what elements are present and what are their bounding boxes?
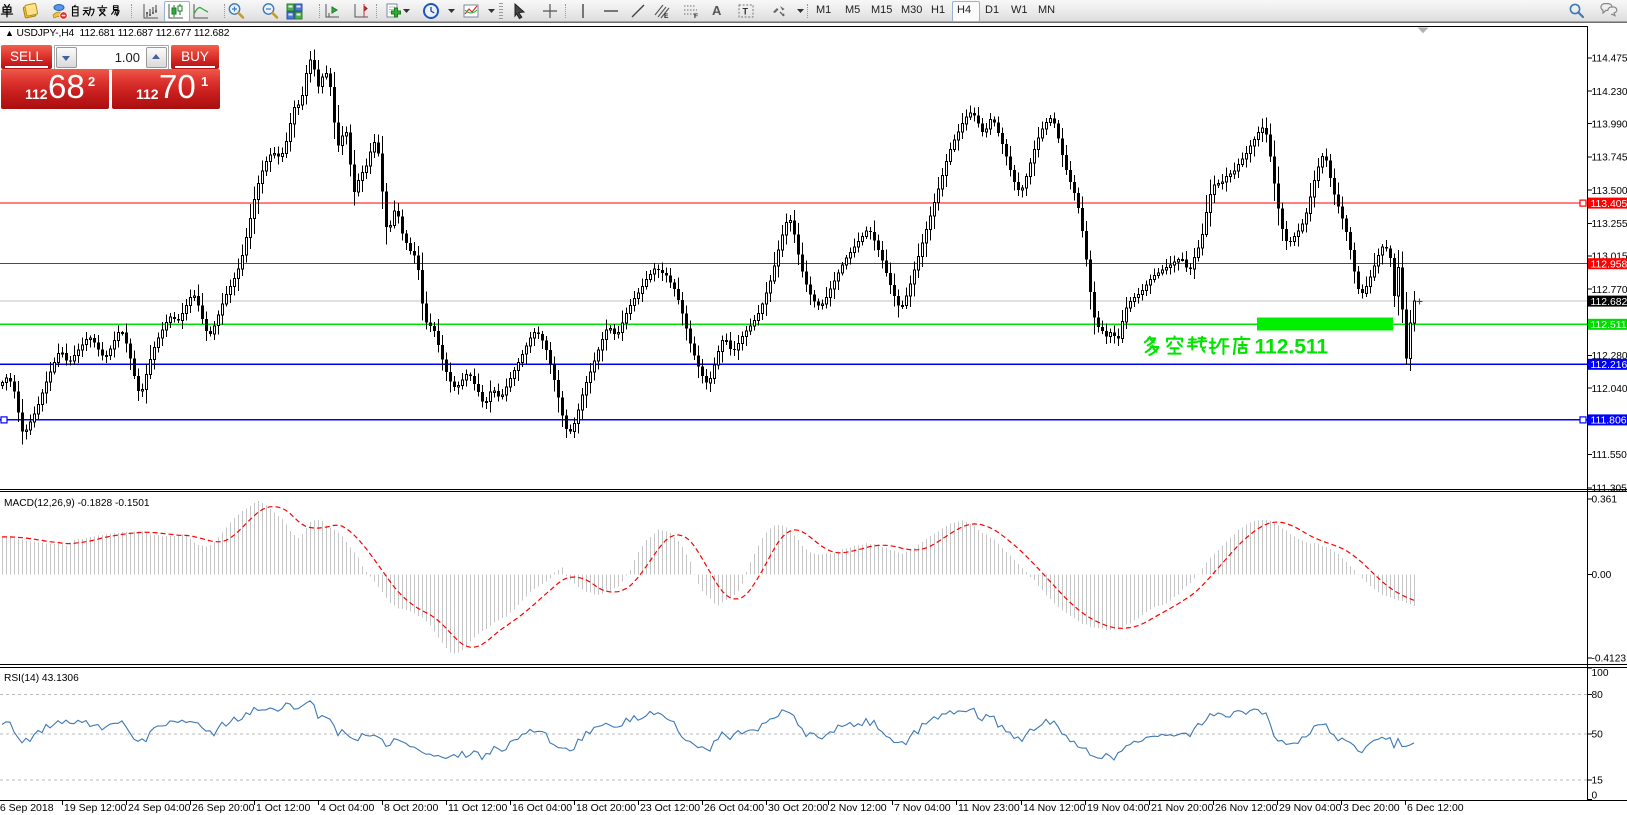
svg-text:112.682: 112.682 — [1591, 297, 1627, 308]
svg-text:21 Nov 20:00: 21 Nov 20:00 — [1151, 802, 1214, 814]
svg-text:RSI(14) 43.1306: RSI(14) 43.1306 — [4, 673, 79, 684]
svg-text:F: F — [694, 13, 698, 20]
svg-text:112.511: 112.511 — [1255, 336, 1329, 359]
svg-text:50: 50 — [1592, 730, 1604, 741]
svg-text:MACD(12,26,9) -0.1828 -0.1501: MACD(12,26,9) -0.1828 -0.1501 — [4, 498, 150, 509]
svg-text:-0.4123: -0.4123 — [1592, 654, 1627, 665]
svg-text:1 Oct 12:00: 1 Oct 12:00 — [256, 802, 310, 814]
svg-text:112.040: 112.040 — [1592, 384, 1627, 395]
svg-text:80: 80 — [1592, 690, 1604, 701]
svg-text:113.255: 113.255 — [1592, 219, 1627, 230]
svg-text:113.990: 113.990 — [1592, 119, 1627, 130]
svg-text:112.958: 112.958 — [1591, 260, 1627, 271]
svg-text:3 Dec 20:00: 3 Dec 20:00 — [1343, 802, 1400, 814]
svg-text:113.015: 113.015 — [1592, 252, 1627, 263]
svg-text:112.770: 112.770 — [1592, 285, 1627, 296]
svg-text:29 Nov 04:00: 29 Nov 04:00 — [1279, 802, 1342, 814]
svg-text:14 Nov 12:00: 14 Nov 12:00 — [1023, 802, 1086, 814]
svg-text:8 Oct 20:00: 8 Oct 20:00 — [384, 802, 438, 814]
svg-text:100: 100 — [1592, 668, 1609, 679]
svg-text:16 Sep 2018: 16 Sep 2018 — [0, 802, 54, 814]
svg-text:112.511: 112.511 — [1591, 320, 1627, 331]
svg-text:113.500: 113.500 — [1592, 186, 1627, 197]
svg-text:111.806: 111.806 — [1591, 416, 1627, 427]
svg-text:114.230: 114.230 — [1592, 87, 1627, 98]
svg-text:114.475: 114.475 — [1592, 54, 1627, 65]
svg-text:T: T — [743, 7, 749, 17]
svg-text:113.405: 113.405 — [1591, 199, 1627, 210]
svg-text:26 Nov 12:00: 26 Nov 12:00 — [1215, 802, 1278, 814]
svg-text:26 Oct 04:00: 26 Oct 04:00 — [704, 802, 764, 814]
svg-text:30 Oct 20:00: 30 Oct 20:00 — [768, 802, 828, 814]
svg-text:0.361: 0.361 — [1592, 495, 1618, 506]
svg-text:7 Nov 04:00: 7 Nov 04:00 — [894, 802, 951, 814]
svg-text:2 Nov 12:00: 2 Nov 12:00 — [830, 802, 887, 814]
svg-text:11 Oct 12:00: 11 Oct 12:00 — [448, 802, 508, 814]
svg-text:26 Sep 20:00: 26 Sep 20:00 — [192, 802, 255, 814]
svg-text:19 Sep 12:00: 19 Sep 12:00 — [64, 802, 127, 814]
svg-text:19 Nov 04:00: 19 Nov 04:00 — [1087, 802, 1150, 814]
svg-text:18 Oct 20:00: 18 Oct 20:00 — [576, 802, 636, 814]
svg-text:111.550: 111.550 — [1592, 450, 1627, 461]
svg-text:24 Sep 04:00: 24 Sep 04:00 — [128, 802, 191, 814]
svg-text:0: 0 — [1592, 791, 1598, 802]
svg-text:113.745: 113.745 — [1592, 153, 1627, 164]
svg-text:16 Oct 04:00: 16 Oct 04:00 — [512, 802, 572, 814]
svg-text:15: 15 — [1592, 776, 1604, 787]
svg-text:4 Oct 04:00: 4 Oct 04:00 — [320, 802, 374, 814]
svg-text:112.280: 112.280 — [1592, 351, 1627, 362]
svg-text:23 Oct 12:00: 23 Oct 12:00 — [640, 802, 700, 814]
svg-text:11 Nov 23:00: 11 Nov 23:00 — [958, 802, 1020, 814]
svg-text:6 Dec 12:00: 6 Dec 12:00 — [1407, 802, 1464, 814]
svg-text:E: E — [664, 13, 669, 20]
svg-text:111.305: 111.305 — [1592, 483, 1627, 494]
svg-text:112.216: 112.216 — [1591, 360, 1627, 371]
svg-text:0.00: 0.00 — [1592, 570, 1612, 581]
